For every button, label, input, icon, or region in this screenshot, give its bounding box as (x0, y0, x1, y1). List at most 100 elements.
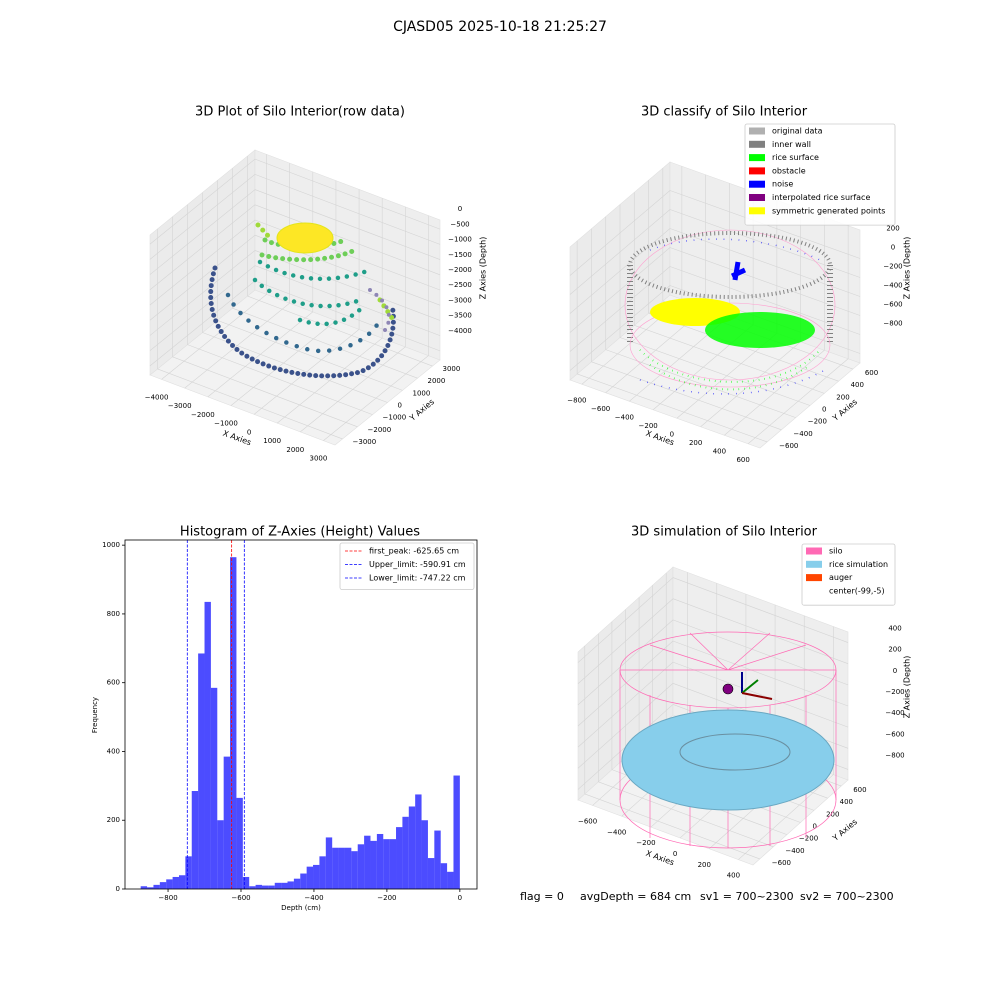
x-tick-label: −600 (231, 894, 250, 902)
bar (402, 816, 409, 889)
x-tick-label: 400 (713, 447, 726, 455)
figure-title: CJASD05 2025-10-18 21:25:27 (393, 19, 607, 35)
z-tick-label: −2000 (448, 266, 472, 274)
z-tick-label: −400 (885, 709, 904, 717)
z-tick-label: −600 (885, 730, 904, 738)
legend-box (339, 542, 475, 590)
bar (147, 887, 154, 889)
z-tick-label: −600 (883, 301, 902, 309)
z-axis-label: Z Axies (Depth) (903, 237, 912, 300)
grid-line (672, 640, 849, 707)
grid-line (247, 295, 433, 367)
panel-title: Histogram of Z-Axies (Height) Values (180, 525, 420, 540)
bar (191, 791, 199, 889)
point-cloud (208, 222, 396, 379)
legend-swatch (806, 547, 822, 555)
grid-line (672, 661, 849, 728)
silo-simulation (619, 631, 837, 849)
x-tick-label: 3000 (310, 455, 328, 463)
y-tick-label: −600 (779, 442, 798, 450)
bar (166, 879, 173, 889)
legend-label: noise (772, 180, 793, 189)
z-tick-label: −800 (883, 320, 902, 328)
bar (172, 876, 179, 889)
z-tick-label: 0 (891, 244, 895, 252)
y-tick-label: 600 (865, 369, 878, 377)
x-tick-label: −2000 (191, 411, 215, 419)
bar (408, 806, 416, 889)
y-tick-label: −400 (793, 430, 812, 438)
grid-line (569, 247, 671, 333)
y-tick-label: 0 (822, 406, 826, 414)
bar (383, 839, 390, 889)
z-tick-label: 400 (888, 625, 901, 633)
bar (357, 844, 365, 889)
bar (255, 884, 262, 889)
legend-swatch (806, 560, 822, 568)
grid-line (149, 158, 256, 245)
z-tick-label: −500 (450, 220, 469, 228)
grid-line (254, 280, 441, 352)
legend-label: rice simulation (829, 560, 888, 569)
y-axis-label: Y Axies (830, 817, 859, 843)
footer-item: avgDepth = 684 cm (580, 890, 691, 903)
z-axis-label: Z Axies (Depth) (479, 237, 488, 300)
x-tick-label: 0 (458, 894, 462, 902)
z-tick-label: −3500 (448, 312, 472, 320)
grid-line (172, 356, 358, 428)
bar (159, 882, 167, 889)
bar (281, 882, 288, 889)
x-tick-label: 400 (727, 872, 740, 880)
x-tick-label: −200 (377, 894, 396, 902)
bar (223, 756, 231, 889)
legend-label: original data (772, 127, 823, 136)
legend-swatch (749, 194, 765, 201)
z-tick-label: −200 (885, 688, 904, 696)
bar (313, 864, 320, 889)
grid-line (569, 266, 671, 352)
grid-line (149, 189, 256, 275)
bar (427, 858, 435, 889)
bar (198, 653, 205, 889)
bar (415, 794, 422, 889)
y-tick-label: 3000 (443, 365, 461, 373)
grid-line (669, 247, 861, 316)
legend-label: inner wall (772, 140, 811, 149)
grid-line (149, 280, 256, 367)
grid-line (598, 781, 774, 848)
axes-frame (124, 539, 478, 890)
bar (453, 775, 460, 889)
x-tick-label: −4000 (145, 393, 169, 401)
grid-line (157, 368, 343, 440)
z-tick-label: −400 (883, 282, 902, 290)
legend-swatch (806, 574, 822, 582)
legend-swatch (749, 127, 765, 135)
z-tick-label: −1000 (448, 236, 472, 244)
legend-label: silo (829, 547, 843, 556)
bar (300, 873, 307, 889)
classified-cloud (624, 229, 836, 395)
y-tick-label: 400 (107, 747, 120, 755)
grid-line (569, 285, 671, 371)
y-tick-label: 1000 (102, 541, 120, 549)
grid-line (577, 683, 674, 769)
bar (268, 885, 275, 889)
y-tick-label: 400 (840, 798, 853, 806)
bar (249, 886, 256, 889)
x-tick-label: −800 (567, 396, 586, 404)
bar (332, 847, 339, 889)
axes-front: original data inner wall rice surface obsta… (102, 123, 896, 902)
x-tick-label: −1000 (214, 420, 238, 428)
y-tick-label: 400 (851, 381, 864, 389)
x-axis-label: X Axies (645, 849, 676, 868)
grid-line (149, 174, 256, 260)
grid-line (577, 577, 674, 663)
bar (153, 884, 160, 889)
z-tick-label: 0 (458, 205, 462, 213)
legend-box (801, 543, 896, 606)
footer-item: flag = 0 (520, 890, 564, 903)
grid-line (577, 619, 674, 706)
bar (242, 876, 250, 889)
x-tick-label: −800 (158, 894, 177, 902)
